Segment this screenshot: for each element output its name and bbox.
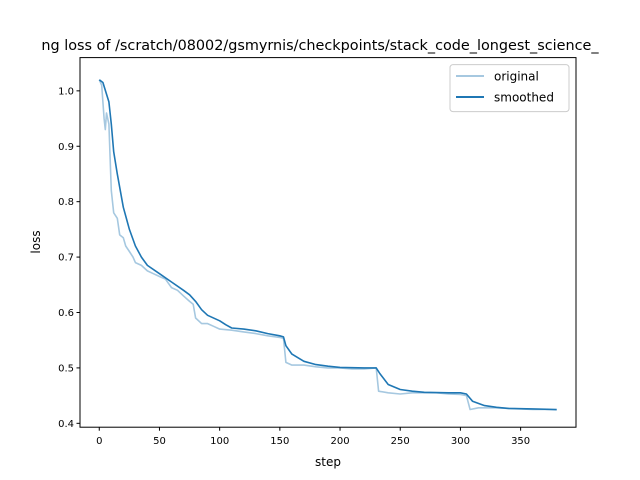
x-tick-label: 200 (330, 436, 349, 447)
legend-label-original: original (494, 70, 539, 84)
x-tick-label: 250 (391, 436, 410, 447)
x-tick-label: 300 (451, 436, 470, 447)
x-tick-label: 0 (96, 436, 102, 447)
chart-title: ng loss of /scratch/08002/gsmyrnis/check… (41, 38, 599, 54)
series-line-original (98, 79, 557, 411)
y-axis-label: loss (29, 230, 43, 253)
legend: original smoothed (449, 64, 570, 113)
x-axis-label: step (315, 455, 341, 469)
x-tick-label: 350 (511, 436, 530, 447)
legend-label-smoothed: smoothed (494, 91, 554, 105)
series-line-smoothed (98, 79, 557, 411)
y-tick-label: 0.9 (58, 142, 74, 153)
y-tick-label: 0.7 (58, 253, 74, 264)
y-tick-label: 0.8 (58, 197, 74, 208)
y-tick-label: 1.0 (58, 86, 74, 97)
y-tick-label: 0.6 (58, 308, 74, 319)
x-tick-label: 150 (270, 436, 289, 447)
axes-frame (79, 57, 577, 428)
x-tick-label: 100 (210, 436, 229, 447)
y-tick-label: 0.4 (58, 419, 74, 430)
y-tick-label: 0.5 (58, 363, 74, 374)
x-tick-label: 50 (153, 436, 166, 447)
